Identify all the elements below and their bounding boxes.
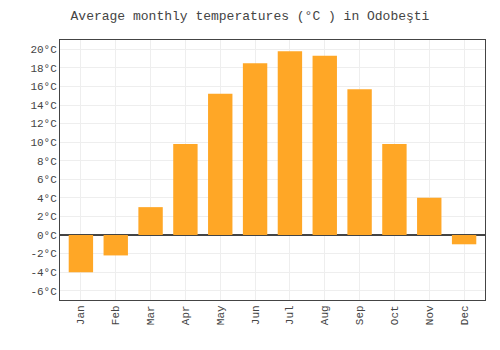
svg-text:4°C: 4°C <box>37 193 57 205</box>
svg-text:16°C: 16°C <box>30 81 57 93</box>
svg-text:Mar: Mar <box>145 305 157 325</box>
svg-text:Dec: Dec <box>459 305 471 325</box>
svg-text:-2°C: -2°C <box>30 248 57 260</box>
svg-text:May: May <box>215 305 227 325</box>
svg-text:20°C: 20°C <box>30 44 57 56</box>
svg-text:Aug: Aug <box>319 305 331 325</box>
svg-text:6°C: 6°C <box>37 174 57 186</box>
svg-text:8°C: 8°C <box>37 156 57 168</box>
svg-text:14°C: 14°C <box>30 100 57 112</box>
svg-text:Average monthly temperatures (: Average monthly temperatures (°C ) in Od… <box>71 9 430 24</box>
svg-text:Jun: Jun <box>250 305 262 325</box>
svg-text:Jan: Jan <box>75 305 87 325</box>
svg-text:Sep: Sep <box>354 305 366 325</box>
svg-text:18°C: 18°C <box>30 63 57 75</box>
svg-text:12°C: 12°C <box>30 118 57 130</box>
svg-text:Nov: Nov <box>424 305 436 325</box>
svg-text:-4°C: -4°C <box>30 267 57 279</box>
svg-text:2°C: 2°C <box>37 211 57 223</box>
svg-text:-6°C: -6°C <box>30 286 57 298</box>
svg-text:0°C: 0°C <box>37 230 57 242</box>
svg-text:Jul: Jul <box>284 305 296 325</box>
svg-text:Feb: Feb <box>110 305 122 325</box>
svg-text:Oct: Oct <box>389 305 401 325</box>
svg-text:Apr: Apr <box>180 305 192 325</box>
svg-text:10°C: 10°C <box>30 137 57 149</box>
